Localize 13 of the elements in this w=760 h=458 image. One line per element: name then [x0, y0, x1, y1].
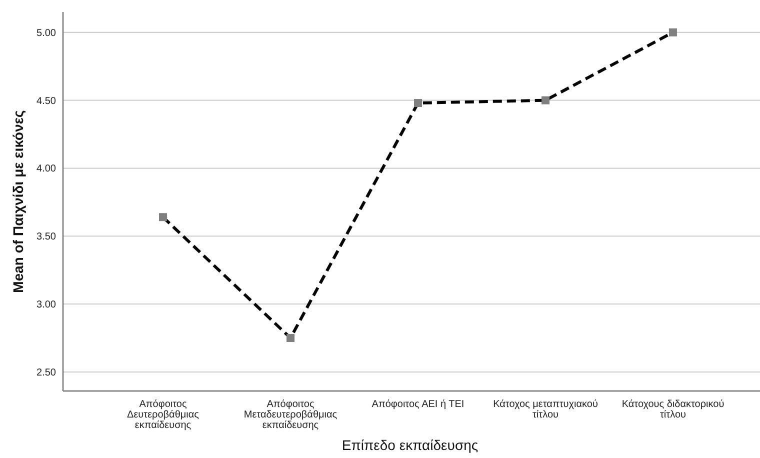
x-tick-label: Απόφοιτος Μεταδευτεροβάθμιας εκπαίδευσης — [244, 399, 338, 431]
x-tick-label: Απόφοιτος ΑΕΙ ή ΤΕΙ — [372, 399, 464, 410]
y-tick-label: 3.00 — [36, 300, 56, 311]
x-tick-label: Κάτοχος μεταπτυχιακού τίτλου — [493, 399, 598, 420]
y-tick-label: 4.00 — [36, 164, 56, 175]
y-tick-label: 2.50 — [36, 367, 56, 378]
y-tick-label: 5.00 — [36, 28, 56, 39]
y-tick-label: 4.50 — [36, 96, 56, 107]
x-tick-label: Απόφοιτος Δευτεροβάθμιας εκπαίδευσης — [127, 399, 200, 431]
y-axis-title: Mean of Παιχνίδι με εικόνες — [10, 110, 26, 293]
y-tick-label: 3.50 — [36, 232, 56, 243]
x-axis-title: Επίπεδο εκπαίδευσης — [342, 437, 478, 453]
x-tick-label: Κάτοχους διδακτορικού τίτλου — [622, 399, 724, 420]
